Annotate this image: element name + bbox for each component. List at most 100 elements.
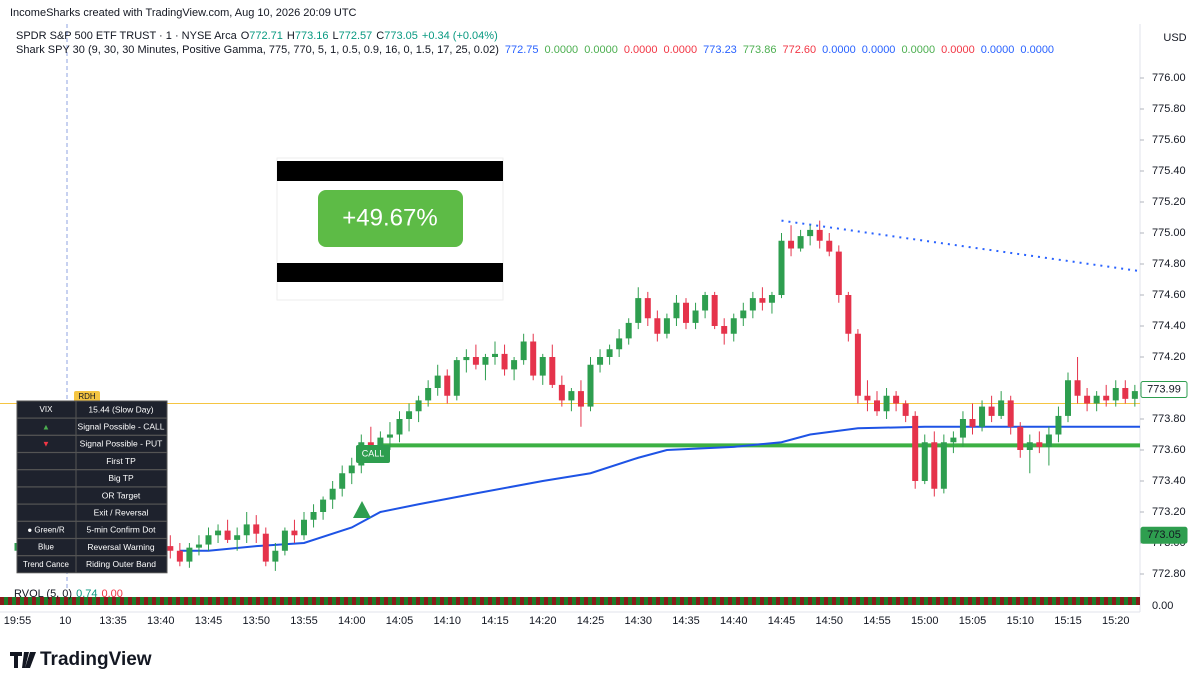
candle-body <box>1084 395 1091 404</box>
indicator-value: 0.0000 <box>901 44 935 56</box>
y-tick-label: 775.80 <box>1152 103 1186 115</box>
candle-body <box>606 349 613 357</box>
candle-body <box>807 229 814 237</box>
y-tick-label: 775.40 <box>1152 165 1186 177</box>
candle-body <box>558 384 565 401</box>
x-tick-label: 14:50 <box>815 615 843 627</box>
rdh-label: RDH <box>78 392 96 401</box>
y-tick-label: 773.40 <box>1152 475 1186 487</box>
candle-body <box>902 403 909 416</box>
table-value: Signal Possible - PUT <box>80 439 163 449</box>
y-tick-label: 774.40 <box>1152 320 1186 332</box>
indicator-value: 0.0000 <box>624 44 658 56</box>
candle-body <box>950 437 957 443</box>
indicator-value: 772.60 <box>782 44 816 56</box>
candle-body <box>816 229 823 241</box>
indicator-header: Shark SPY 30 (9, 30, 30 Minutes, Positiv… <box>16 44 1054 56</box>
candle-body <box>281 530 288 551</box>
candle-body <box>835 251 842 295</box>
candle-body <box>472 357 479 365</box>
currency: USD <box>1163 32 1186 44</box>
table-value: Reversal Warning <box>87 542 155 552</box>
table-value: 5-min Confirm Dot <box>87 525 157 535</box>
candle-body <box>730 318 737 334</box>
candle-body <box>625 322 632 339</box>
candle-body <box>492 353 498 357</box>
indicator-value: 0.0000 <box>941 44 975 56</box>
x-tick-label: 14:00 <box>338 615 366 627</box>
price-label: 773.05 <box>1147 529 1181 541</box>
table-key: VIX <box>40 405 54 414</box>
ohlc-value: 772.71 <box>249 30 283 42</box>
candle-body <box>215 530 222 536</box>
x-tick-label: 14:45 <box>768 615 796 627</box>
y-tick-label: 774.20 <box>1152 351 1186 363</box>
indicator-value: 773.23 <box>703 44 737 56</box>
candle-body <box>940 442 947 489</box>
table-key: ● Green/R <box>27 526 65 535</box>
indicator-value: 0.0000 <box>822 44 856 56</box>
indicator-value: 0.0000 <box>664 44 698 56</box>
rvol-name: RVOL (5, 0) <box>14 588 72 600</box>
candle-body <box>291 530 298 536</box>
rvol-value: 0.74 <box>76 588 97 600</box>
candle-body <box>444 375 451 396</box>
x-tick-label: 19:55 <box>4 615 32 627</box>
legend-table: VIX 15.44 (Slow Day) ▲ Signal Possible - CA… <box>16 400 168 574</box>
candle-body <box>425 388 432 401</box>
candle-body <box>301 519 307 536</box>
rvol-header: RVOL (5, 0) 0.74 0.00 <box>14 588 123 600</box>
indicator-value: 0.0000 <box>545 44 579 56</box>
y-tick-label: 774.80 <box>1152 258 1186 270</box>
candle-body <box>1074 380 1081 396</box>
candle-body <box>1036 442 1043 447</box>
candle-body <box>702 295 709 311</box>
price-label: 773.99 <box>1147 383 1181 395</box>
candle-body <box>339 473 346 489</box>
table-row <box>16 469 168 488</box>
table-value: Signal Possible - CALL <box>78 421 165 431</box>
candle-body <box>721 326 728 334</box>
candle-body <box>482 357 489 365</box>
y-tick-label: 776.00 <box>1152 72 1186 84</box>
candle-body <box>348 465 355 474</box>
table-key: ▼ <box>42 440 50 449</box>
candle-body <box>406 411 413 419</box>
y-tick-label: 773.80 <box>1152 413 1186 425</box>
candle-body <box>969 419 976 427</box>
table-row <box>16 452 168 471</box>
candle-body <box>692 310 699 323</box>
candle-body <box>568 391 575 401</box>
indicator-name: Shark SPY 30 (9, 30, 30 Minutes, Positiv… <box>16 44 499 56</box>
x-tick-label: 13:55 <box>290 615 318 627</box>
x-tick-label: 15:05 <box>959 615 987 627</box>
x-tick-label: 13:40 <box>147 615 175 627</box>
x-tick-label: 14:55 <box>863 615 891 627</box>
symbol-header: SPDR S&P 500 ETF TRUST · 1 · NYSE Arca O7… <box>16 30 498 42</box>
candle-body <box>854 333 861 396</box>
candle-body <box>272 550 279 562</box>
candle-body <box>205 535 212 545</box>
x-tick-label: 13:50 <box>242 615 270 627</box>
candle-body <box>1112 388 1119 401</box>
promo-value: +49.67% <box>342 204 437 231</box>
promo-image: +49.67% <box>276 157 504 301</box>
candle-body <box>883 395 890 412</box>
call-tag: CALL <box>356 445 390 463</box>
y-tick-label: 775.60 <box>1152 134 1186 146</box>
candle-body <box>539 357 546 376</box>
candle-body <box>320 499 327 512</box>
table-value: OR Target <box>102 490 141 500</box>
candle-body <box>959 419 966 438</box>
x-tick-label: 14:30 <box>624 615 652 627</box>
x-tick-label: 15:20 <box>1102 615 1130 627</box>
rvol-value2: 0.00 <box>102 588 123 600</box>
call-arrow <box>353 501 371 518</box>
candle-body <box>845 295 852 334</box>
y-tick-label: 775.00 <box>1152 227 1186 239</box>
indicator-value: 0.0000 <box>584 44 618 56</box>
candle-body <box>749 298 756 311</box>
x-tick-label: 10 <box>59 615 71 627</box>
x-tick-label: 14:20 <box>529 615 557 627</box>
